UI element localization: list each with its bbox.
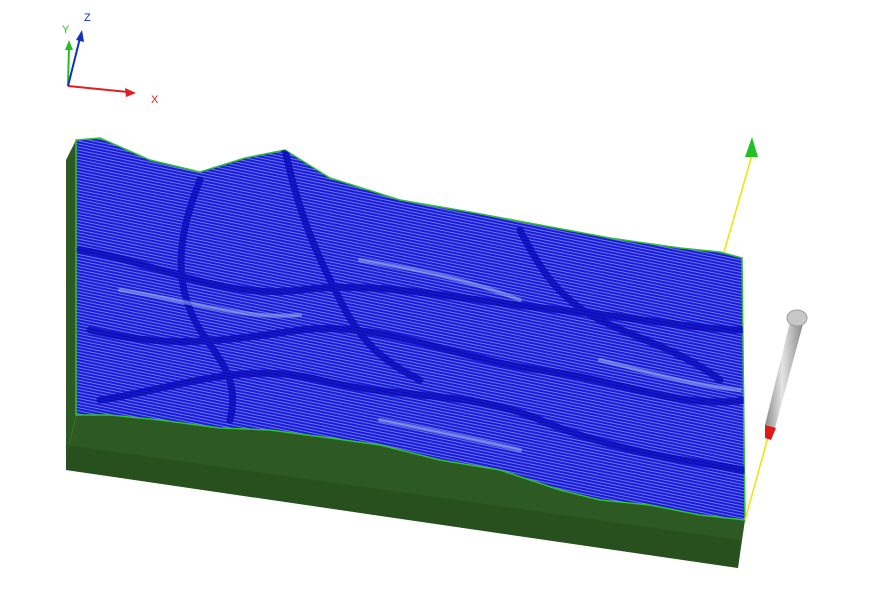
work-axis: [723, 137, 771, 521]
terrain-highlights: [118, 258, 742, 452]
terrain-left-wall: [66, 140, 76, 460]
tool-shank: [765, 322, 803, 428]
x-axis-arrow: [125, 88, 136, 97]
z-axis-line: [67, 37, 81, 87]
work-axis-upper-line: [723, 154, 753, 253]
x-axis-line: [67, 85, 129, 93]
x-axis-label: X: [151, 94, 159, 106]
y-axis-line: [67, 45, 70, 87]
tool-tip: [765, 425, 776, 440]
work-axis-arrow: [745, 137, 758, 157]
terrain-model[interactable]: [66, 137, 746, 568]
z-axis-arrow: [76, 30, 84, 42]
z-axis-label: Z: [84, 12, 91, 24]
y-axis-arrow: [65, 40, 73, 50]
y-axis-label: Y: [62, 24, 70, 36]
terrain-relief: [76, 146, 745, 474]
terrain-front-wall-shade: [66, 445, 740, 568]
orientation-triad: X Y Z: [62, 12, 159, 106]
tool-shank-top: [786, 309, 808, 327]
cutting-tool-icon[interactable]: [765, 309, 808, 440]
work-axis-lower-line: [744, 429, 771, 521]
